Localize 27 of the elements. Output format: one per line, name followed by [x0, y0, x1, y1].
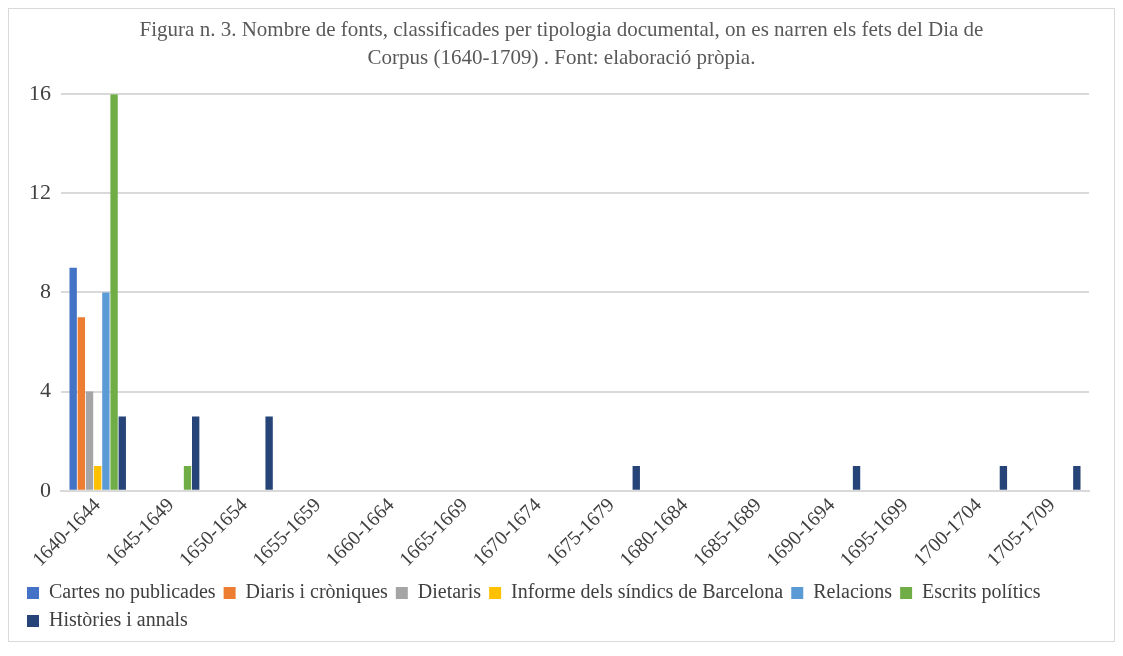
- bar: [192, 416, 200, 490]
- legend-label: Cartes no publicades: [49, 580, 216, 604]
- bar: [77, 317, 86, 490]
- y-tick-label: 0: [40, 476, 51, 502]
- legend-label: Diaris i cròniques: [245, 580, 389, 604]
- y-tick-label: 4: [40, 377, 51, 403]
- legend-label: Relacions: [813, 580, 893, 603]
- bar: [1073, 465, 1081, 490]
- bar: [999, 465, 1008, 490]
- legend-label: Escrits polítics: [922, 580, 1041, 604]
- bar: [632, 465, 640, 490]
- legend-label: Dietaris: [417, 580, 482, 603]
- bar: [110, 94, 118, 490]
- bar: [183, 465, 192, 490]
- bar: [118, 416, 126, 490]
- chart-title: Figura n. 3. Nombre de fonts, classificades per tipologia documental, on es narren els fets del Dia de Corpus (1640-1709) . Font: elaboració pròpia.: [138, 16, 985, 71]
- legend-label: Històries i annals: [49, 608, 189, 631]
- bar: [85, 391, 94, 490]
- y-tick-label: 12: [29, 179, 51, 205]
- legend-label: Informe dels síndics de Barcelona: [511, 580, 784, 603]
- y-tick-label: 16: [29, 79, 51, 105]
- y-tick-label: 8: [40, 278, 51, 304]
- bar: [265, 416, 273, 490]
- bar: [102, 292, 110, 490]
- bar: [94, 465, 102, 490]
- bar: [852, 465, 861, 490]
- bar: [69, 267, 77, 490]
